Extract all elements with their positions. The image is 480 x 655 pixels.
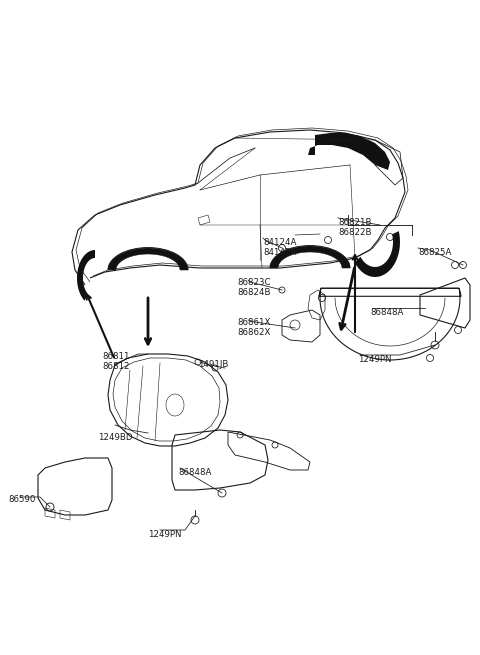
Polygon shape (308, 133, 390, 170)
Text: 86811
86812: 86811 86812 (102, 352, 130, 371)
Text: 86823C
86824B: 86823C 86824B (237, 278, 271, 297)
Text: 1249PN: 1249PN (148, 530, 181, 539)
Text: 86848A: 86848A (370, 308, 403, 317)
Text: 1249BD: 1249BD (98, 433, 132, 442)
Polygon shape (77, 250, 95, 301)
Text: 1249PN: 1249PN (358, 355, 392, 364)
Text: 1491JB: 1491JB (198, 360, 228, 369)
Text: 86821B
86822B: 86821B 86822B (338, 218, 372, 237)
Text: 84124A
84145A: 84124A 84145A (263, 238, 296, 257)
Text: 86861X
86862X: 86861X 86862X (237, 318, 270, 337)
Text: 86590: 86590 (8, 495, 36, 504)
Text: 86848A: 86848A (178, 468, 211, 477)
Polygon shape (355, 231, 400, 277)
Polygon shape (270, 246, 350, 268)
Polygon shape (108, 248, 188, 270)
Text: 86825A: 86825A (418, 248, 451, 257)
